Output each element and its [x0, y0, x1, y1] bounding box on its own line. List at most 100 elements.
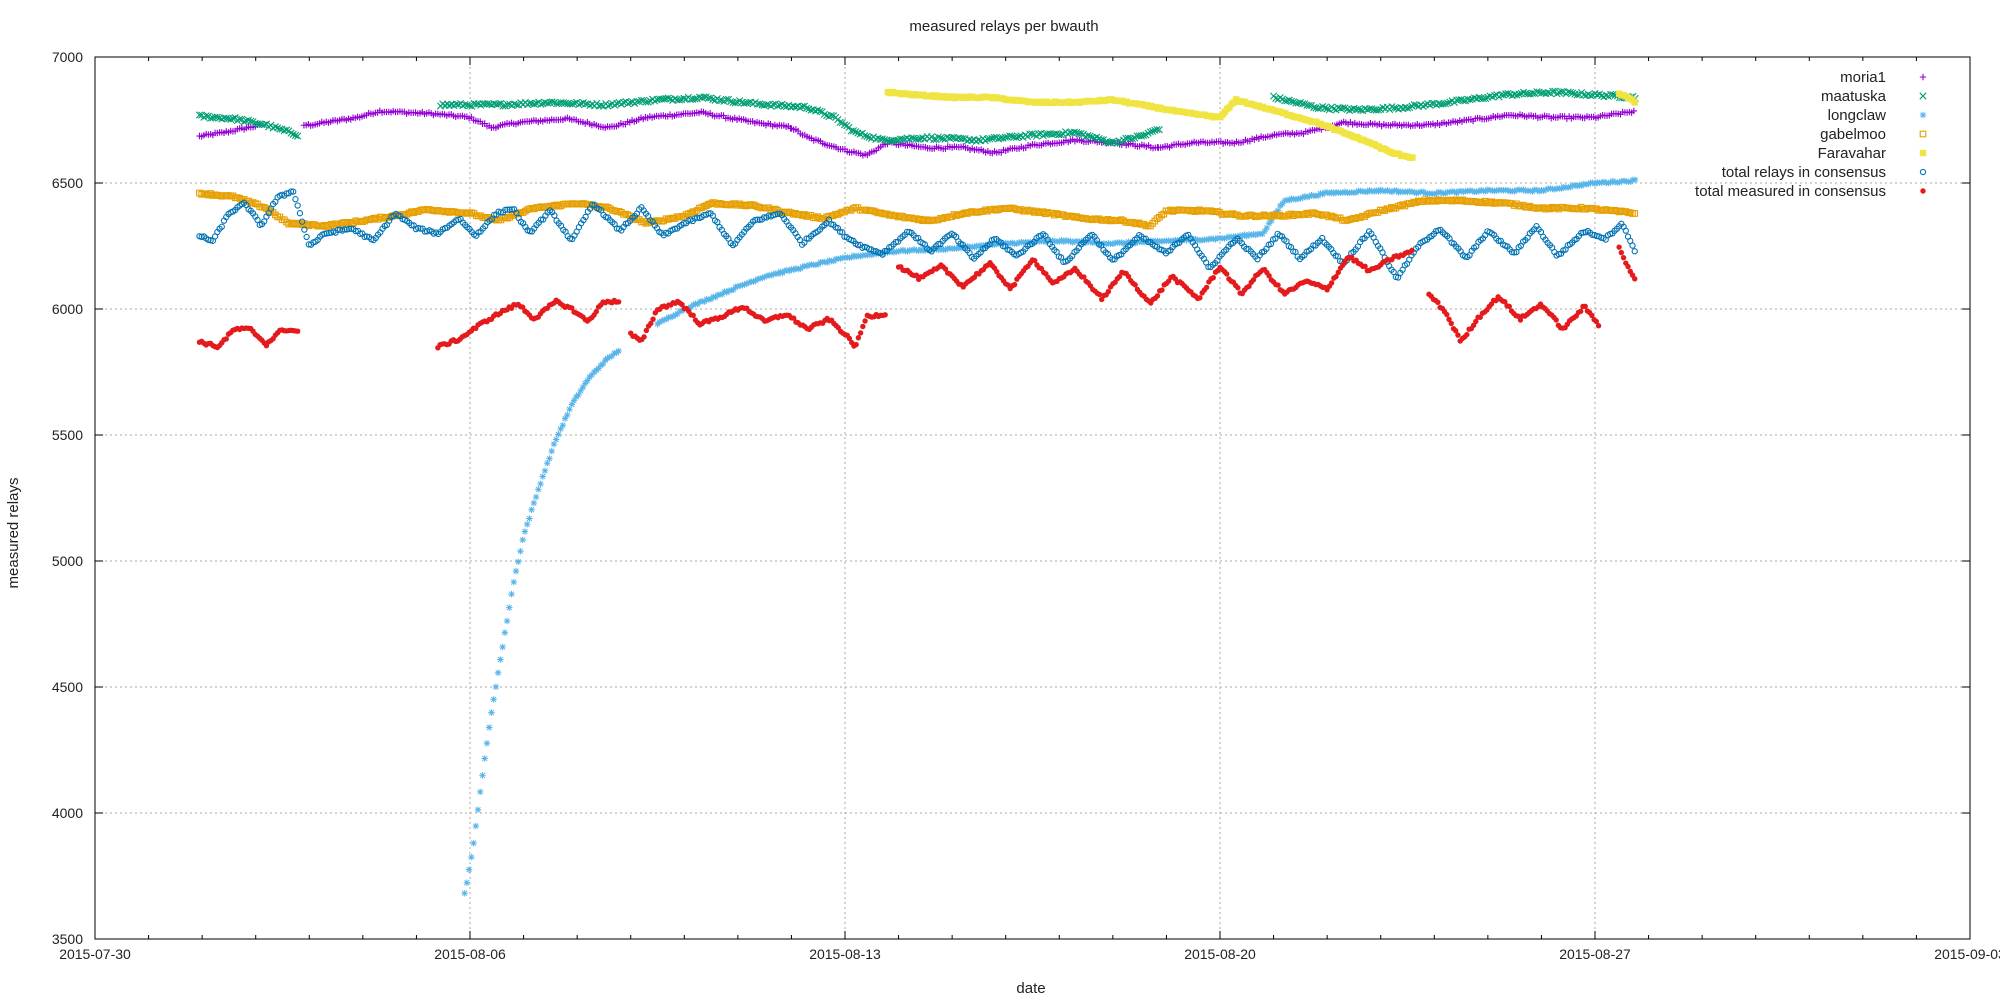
data-point	[1088, 216, 1096, 224]
data-point	[1207, 207, 1214, 215]
data-point	[1397, 202, 1404, 209]
data-point	[330, 222, 337, 229]
data-point	[1234, 211, 1241, 219]
data-point	[762, 101, 771, 109]
data-point	[790, 266, 797, 274]
data-point	[1306, 193, 1313, 200]
data-point	[914, 135, 922, 143]
data-point	[1560, 183, 1567, 191]
data-point	[1446, 316, 1452, 322]
data-point	[761, 273, 768, 281]
data-point	[535, 204, 543, 211]
data-point	[669, 313, 677, 320]
data-point	[408, 222, 415, 229]
data-point	[979, 208, 987, 215]
y-tick-label: 4500	[52, 679, 83, 695]
data-point	[492, 683, 500, 691]
data-point	[548, 447, 555, 455]
data-point	[1589, 179, 1596, 186]
data-point	[1457, 96, 1465, 104]
data-point	[1275, 282, 1281, 288]
data-point	[731, 99, 739, 107]
data-point	[1345, 106, 1354, 115]
data-point	[1435, 299, 1441, 306]
data-point	[1189, 206, 1197, 214]
data-point	[524, 206, 531, 213]
data-point	[1404, 188, 1411, 196]
data-point	[1132, 282, 1138, 288]
legend-marker	[1919, 168, 1927, 176]
data-point	[439, 207, 447, 215]
data-point	[1477, 314, 1483, 320]
data-point	[1609, 177, 1617, 185]
data-point	[1305, 101, 1313, 110]
data-point	[1258, 212, 1266, 220]
data-point	[1249, 212, 1257, 219]
data-point	[1630, 107, 1638, 115]
data-point	[1495, 237, 1502, 245]
data-point	[470, 839, 477, 847]
legend-label: gabelmoo	[1820, 126, 1886, 143]
data-point	[1077, 129, 1085, 138]
data-point	[1617, 207, 1625, 215]
grid-layer	[95, 57, 1970, 939]
data-point	[1497, 199, 1505, 207]
data-point	[483, 100, 491, 108]
data-point	[1618, 249, 1625, 256]
data-point	[910, 134, 918, 142]
data-point	[1056, 238, 1063, 245]
data-point	[671, 215, 679, 222]
data-point	[740, 201, 748, 209]
data-point	[504, 206, 511, 213]
data-point	[468, 853, 475, 861]
data-point	[490, 696, 497, 703]
data-point	[1301, 193, 1309, 200]
data-point	[357, 230, 364, 237]
data-point	[1040, 237, 1047, 245]
data-point	[1569, 89, 1577, 97]
data-point	[1511, 249, 1518, 256]
data-point	[1140, 131, 1148, 139]
data-point	[1312, 210, 1319, 217]
data-point	[642, 98, 650, 106]
data-point	[1453, 327, 1459, 334]
data-point	[231, 114, 239, 122]
data-point	[512, 567, 520, 575]
data-point	[864, 251, 871, 259]
data-point	[606, 353, 613, 361]
data-point	[1413, 190, 1420, 197]
data-point	[1452, 196, 1460, 204]
data-point	[934, 216, 942, 224]
data-point	[318, 222, 326, 230]
data-point	[202, 112, 210, 120]
data-point	[519, 536, 526, 544]
data-point	[684, 210, 692, 218]
data-point	[1580, 180, 1588, 188]
data-point	[537, 480, 544, 488]
data-point	[1403, 104, 1412, 112]
data-point	[637, 96, 646, 104]
data-point	[441, 208, 449, 216]
data-point	[950, 211, 958, 218]
data-point	[236, 194, 243, 202]
data-point	[1607, 179, 1614, 186]
data-point	[1390, 268, 1397, 276]
data-point	[986, 135, 994, 143]
data-point	[1116, 273, 1123, 280]
data-point	[1379, 249, 1386, 256]
data-point	[1169, 208, 1177, 215]
legend-marker	[1919, 92, 1927, 100]
data-point	[705, 296, 713, 303]
data-point	[216, 192, 223, 199]
data-point	[1600, 207, 1607, 214]
data-point	[743, 280, 750, 287]
data-point	[1457, 187, 1465, 195]
data-point	[801, 211, 808, 218]
data-point	[917, 246, 925, 253]
data-point	[1310, 103, 1318, 112]
data-point	[1352, 215, 1360, 222]
data-point	[1631, 176, 1639, 183]
data-point	[417, 206, 424, 214]
data-point	[682, 211, 690, 218]
